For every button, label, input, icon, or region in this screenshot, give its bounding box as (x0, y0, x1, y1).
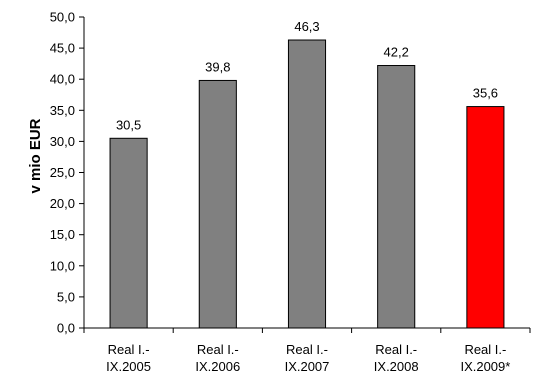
data-label-4: 42,2 (384, 45, 409, 60)
bar-1 (109, 137, 148, 329)
y-tick-label: 35,0 (50, 103, 75, 118)
category-label-5: Real I.- (464, 342, 506, 357)
y-tick-label: 20,0 (50, 196, 75, 211)
y-tick-label: 30,0 (50, 134, 75, 149)
category-label-5: IX.2009* (460, 359, 510, 374)
y-tick-label: 10,0 (50, 258, 75, 273)
data-label-5: 35,6 (473, 86, 498, 101)
y-tick-label: 25,0 (50, 165, 75, 180)
bar-4 (377, 65, 416, 329)
y-tick-label: 40,0 (50, 72, 75, 87)
bar-5 (466, 106, 505, 329)
y-tick-label: 15,0 (50, 227, 75, 242)
y-axis-title: v mio EUR (27, 118, 44, 193)
category-label-2: IX.2006 (195, 359, 240, 374)
category-label-1: Real I.- (108, 342, 150, 357)
category-label-4: Real I.- (375, 342, 417, 357)
y-tick-label: 45,0 (50, 41, 75, 56)
x-axis: Real I.- IX.2005 Real I.- IX.2006 Real I.- IX… (83, 327, 531, 374)
category-label-4: IX.2008 (374, 359, 419, 374)
data-label-2: 39,8 (205, 59, 230, 74)
category-label-3: Real I.- (286, 342, 328, 357)
y-tick-label: 5,0 (57, 289, 75, 304)
data-label-1: 30,5 (116, 117, 141, 132)
bars: 30,5 39,8 46,3 42,2 35,6 (109, 19, 505, 329)
bar-3 (287, 39, 327, 329)
category-label-2: Real I.- (197, 342, 239, 357)
category-label-1: IX.2005 (106, 359, 151, 374)
data-label-3: 46,3 (294, 19, 319, 34)
category-label-3: IX.2007 (285, 359, 330, 374)
y-tick-label: 0,0 (57, 321, 75, 336)
bar-2 (198, 79, 237, 329)
y-tick-label: 50,0 (50, 10, 75, 25)
y-axis: 0,0 5,0 10,0 15,0 20,0 25,0 30,0 35,0 40,0 45,0 50… (50, 10, 85, 336)
